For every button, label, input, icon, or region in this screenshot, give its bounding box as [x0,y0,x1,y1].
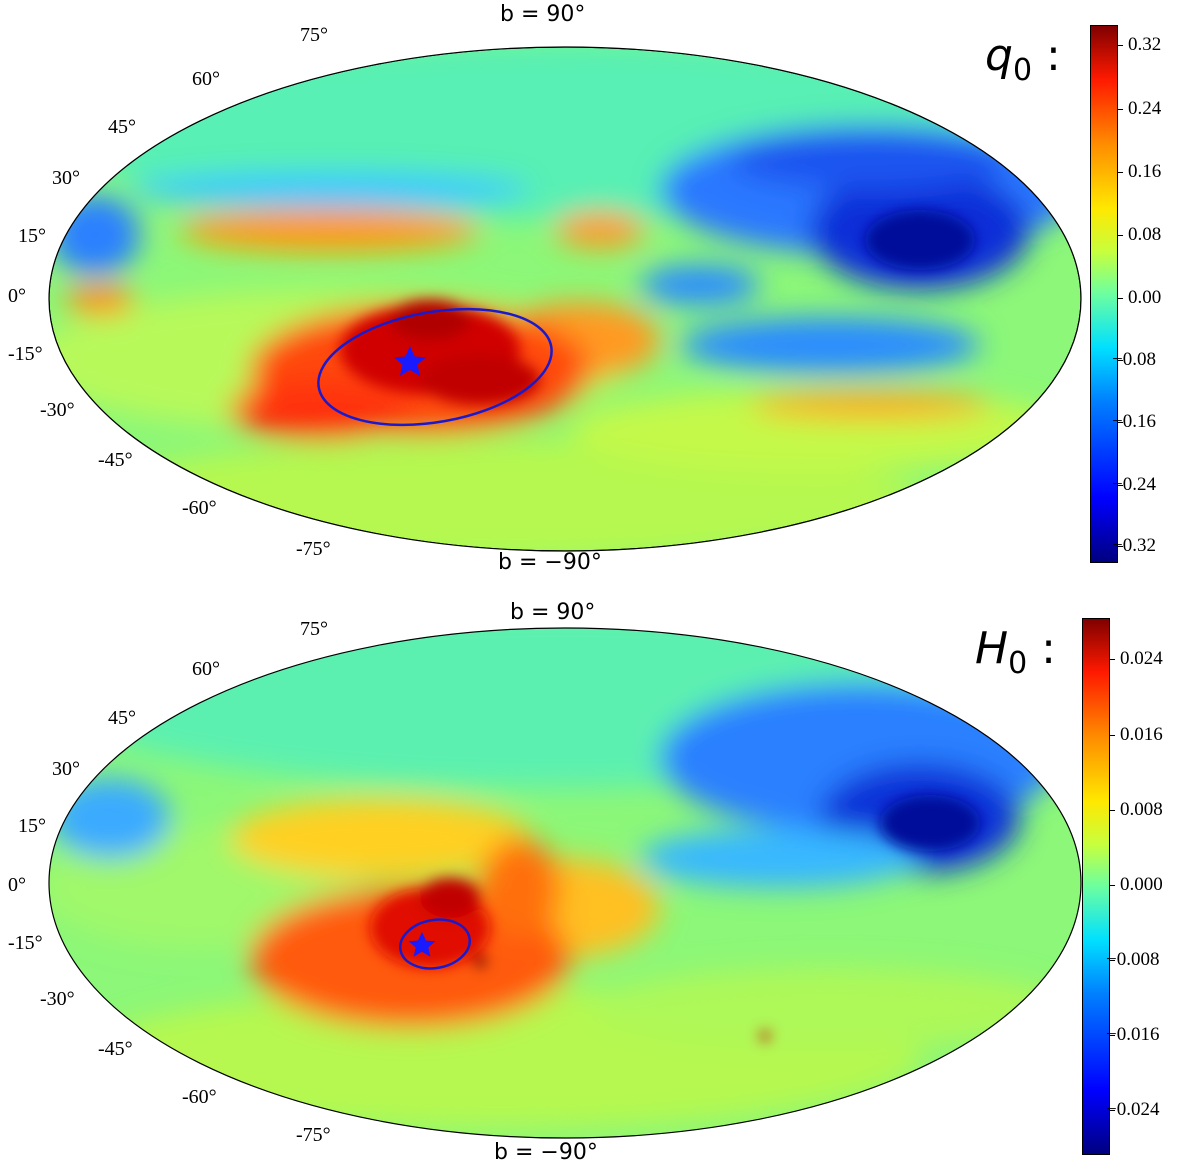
q0-colorbar-tick [1117,109,1123,110]
q0-colorbar-label: −0.08 [1112,349,1156,370]
q0-dipole-star-marker [394,346,426,376]
q0-panel: b = 90° b = −90° 75° 60° 45° 30° 15° 0° … [0,0,1200,585]
q0-dipole-ellipse [317,307,553,427]
q0-colorbar-label: 0.16 [1128,161,1162,182]
q0-colorbar-tick [1117,172,1123,173]
q0-colorbar [1090,25,1118,563]
h0-colorbar-tick [1109,810,1115,811]
q0-lat-label: 0° [8,285,26,307]
q0-sky-map [48,46,1082,552]
q0-colorbar-tick [1117,546,1123,547]
q0-lat-label: 45° [108,116,136,138]
h0-colorbar-label: −0.016 [1106,1024,1160,1045]
q0-colorbar-label: 0.32 [1128,34,1162,55]
q0-colorbar-tick [1117,422,1123,423]
h0-quantity-label: H0 : [975,623,1056,681]
q0-colorbar-label: 0.08 [1128,224,1162,245]
q0-lat-label: -75° [296,538,331,560]
h0-dipole-ellipse [399,918,471,970]
h0-panel: b = 90° b = −90° 75° 60° 45° 30° 15° 0° … [0,588,1200,1175]
q0-lat-label: 15° [18,225,46,247]
h0-colorbar-label: −0.024 [1106,1099,1160,1120]
q0-colorbar-label: −0.16 [1112,411,1156,432]
h0-colorbar-tick [1109,885,1115,886]
h0-lat-label: 15° [18,815,46,837]
q0-colorbar-tick [1117,298,1123,299]
h0-lat-label: -45° [98,1038,133,1060]
h0-colorbar-tick [1109,1110,1115,1111]
q0-lat-label: -45° [98,449,133,471]
h0-north-pole-label: b = 90° [510,600,596,625]
h0-colorbar-label: −0.008 [1106,949,1160,970]
h0-lat-label: 75° [300,618,328,640]
q0-colorbar-label: 0.00 [1128,287,1162,308]
h0-lat-label: 0° [8,874,26,896]
h0-map-field [49,628,1081,1138]
q0-north-pole-label: b = 90° [500,2,586,27]
q0-colorbar-tick [1117,235,1123,236]
q0-south-pole-label: b = −90° [498,550,602,575]
h0-lat-label: -30° [40,988,75,1010]
q0-colorbar-tick [1117,485,1123,486]
q0-colorbar-label: −0.32 [1112,535,1156,556]
q0-colorbar-tick [1117,360,1123,361]
h0-colorbar [1082,618,1110,1155]
h0-colorbar-label: 0.000 [1120,874,1163,895]
q0-lat-label: 60° [192,68,220,90]
h0-colorbar-label: 0.024 [1120,648,1163,669]
q0-map-field [49,47,1081,551]
h0-lat-label: -15° [8,932,43,954]
q0-lat-label: -60° [182,497,217,519]
q0-colorbar-label: 0.24 [1128,98,1162,119]
h0-colorbar-label: 0.008 [1120,799,1163,820]
h0-map-outline [48,627,1082,1139]
h0-lat-label: -75° [296,1124,331,1146]
q0-colorbar-label: −0.24 [1112,474,1156,495]
h0-colorbar-tick [1109,735,1115,736]
q0-quantity-label: q0 : [985,30,1061,88]
h0-dipole-star-marker [408,932,436,957]
h0-sky-map [48,627,1082,1139]
h0-lat-label: 45° [108,707,136,729]
h0-colorbar-label: 0.016 [1120,724,1163,745]
q0-lat-label: -30° [40,399,75,421]
h0-colorbar-tick [1109,659,1115,660]
q0-colorbar-tick [1117,45,1123,46]
h0-lat-label: 30° [52,758,80,780]
q0-lat-label: -15° [8,343,43,365]
h0-colorbar-tick [1109,1035,1115,1036]
h0-lat-label: 60° [192,658,220,680]
q0-lat-label: 75° [300,24,328,46]
h0-south-pole-label: b = −90° [494,1140,598,1165]
h0-lat-label: -60° [182,1086,217,1108]
h0-colorbar-tick [1109,960,1115,961]
q0-lat-label: 30° [52,167,80,189]
q0-map-outline [48,46,1082,552]
